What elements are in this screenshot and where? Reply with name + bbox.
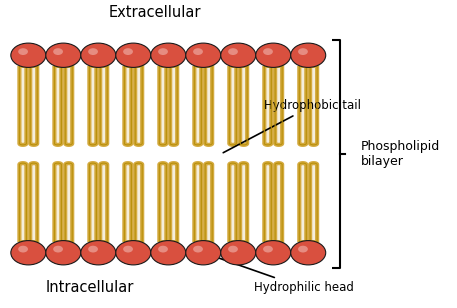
PathPatch shape xyxy=(194,163,202,242)
PathPatch shape xyxy=(299,163,306,242)
Circle shape xyxy=(193,48,203,55)
Circle shape xyxy=(123,246,133,253)
Circle shape xyxy=(158,246,168,253)
Circle shape xyxy=(81,43,116,67)
PathPatch shape xyxy=(135,163,142,242)
PathPatch shape xyxy=(229,163,236,242)
Circle shape xyxy=(291,241,326,265)
PathPatch shape xyxy=(135,66,142,145)
Circle shape xyxy=(53,246,63,253)
PathPatch shape xyxy=(310,163,317,242)
Circle shape xyxy=(46,241,81,265)
PathPatch shape xyxy=(100,66,107,145)
Circle shape xyxy=(291,43,326,67)
Circle shape xyxy=(88,246,98,253)
PathPatch shape xyxy=(19,163,27,242)
PathPatch shape xyxy=(124,66,131,145)
Text: Hydrophobic tail: Hydrophobic tail xyxy=(223,99,361,153)
Circle shape xyxy=(88,48,98,55)
PathPatch shape xyxy=(205,66,212,145)
Circle shape xyxy=(186,43,221,67)
Text: Phospholipid
bilayer: Phospholipid bilayer xyxy=(361,140,440,168)
PathPatch shape xyxy=(30,163,37,242)
PathPatch shape xyxy=(310,66,317,145)
Circle shape xyxy=(193,246,203,253)
PathPatch shape xyxy=(275,66,282,145)
Text: Hydrophilic head: Hydrophilic head xyxy=(204,253,353,294)
PathPatch shape xyxy=(275,163,282,242)
Circle shape xyxy=(158,48,168,55)
PathPatch shape xyxy=(170,163,177,242)
Circle shape xyxy=(263,246,273,253)
PathPatch shape xyxy=(19,66,27,145)
Circle shape xyxy=(256,43,291,67)
Circle shape xyxy=(116,43,151,67)
PathPatch shape xyxy=(240,66,247,145)
PathPatch shape xyxy=(170,66,177,145)
PathPatch shape xyxy=(30,66,37,145)
Circle shape xyxy=(18,246,28,253)
Circle shape xyxy=(151,241,186,265)
Circle shape xyxy=(298,48,308,55)
PathPatch shape xyxy=(65,163,72,242)
PathPatch shape xyxy=(264,66,271,145)
PathPatch shape xyxy=(54,66,61,145)
PathPatch shape xyxy=(299,66,306,145)
PathPatch shape xyxy=(194,66,202,145)
PathPatch shape xyxy=(159,163,166,242)
PathPatch shape xyxy=(65,66,72,145)
Circle shape xyxy=(11,241,46,265)
Circle shape xyxy=(263,48,273,55)
PathPatch shape xyxy=(124,163,131,242)
Circle shape xyxy=(151,43,186,67)
PathPatch shape xyxy=(159,66,166,145)
PathPatch shape xyxy=(90,66,96,145)
Circle shape xyxy=(81,241,116,265)
PathPatch shape xyxy=(229,66,236,145)
Circle shape xyxy=(256,241,291,265)
Circle shape xyxy=(186,241,221,265)
PathPatch shape xyxy=(205,163,212,242)
Circle shape xyxy=(221,43,256,67)
Circle shape xyxy=(123,48,133,55)
PathPatch shape xyxy=(264,163,271,242)
Text: Intracellular: Intracellular xyxy=(45,280,134,295)
Circle shape xyxy=(53,48,63,55)
PathPatch shape xyxy=(54,163,61,242)
Circle shape xyxy=(228,48,238,55)
PathPatch shape xyxy=(240,163,247,242)
Circle shape xyxy=(46,43,81,67)
PathPatch shape xyxy=(90,163,96,242)
Circle shape xyxy=(221,241,256,265)
Circle shape xyxy=(18,48,28,55)
Circle shape xyxy=(116,241,151,265)
Text: Extracellular: Extracellular xyxy=(109,5,202,20)
Circle shape xyxy=(11,43,46,67)
PathPatch shape xyxy=(100,163,107,242)
Circle shape xyxy=(228,246,238,253)
Circle shape xyxy=(298,246,308,253)
